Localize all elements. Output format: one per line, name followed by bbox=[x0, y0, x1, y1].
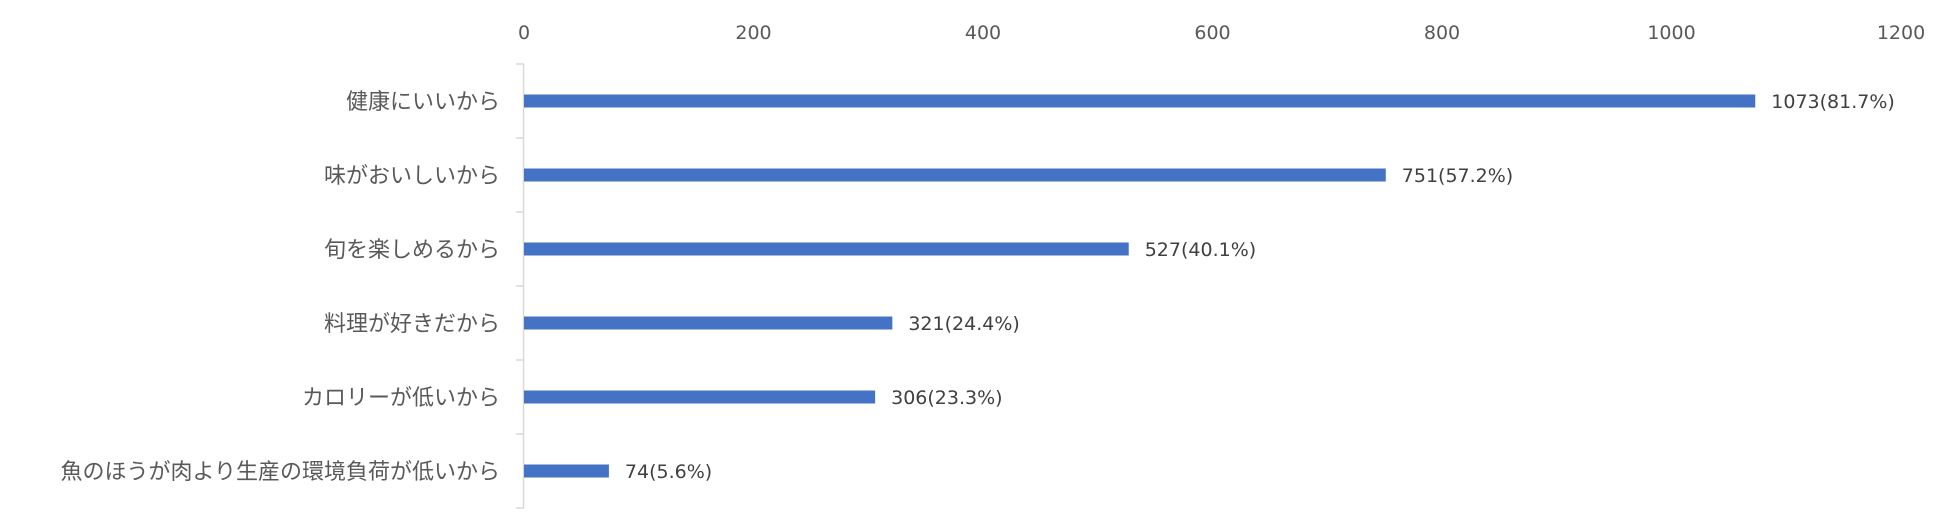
category-label: 健康にいいから bbox=[346, 90, 500, 115]
x-tick-label: 0 bbox=[518, 22, 530, 44]
category-label: 料理が好きだから bbox=[324, 312, 500, 337]
bar bbox=[524, 242, 1129, 256]
bar bbox=[524, 390, 876, 404]
x-tick-label: 1200 bbox=[1877, 22, 1925, 44]
data-label: 74(5.6%) bbox=[625, 461, 712, 483]
category-labels: 健康にいいから味がおいしいから旬を楽しめるから料理が好きだからカロリーが低いから… bbox=[60, 90, 500, 485]
bar bbox=[524, 168, 1386, 182]
data-label: 306(23.3%) bbox=[891, 387, 1002, 409]
x-tick-label: 200 bbox=[735, 22, 771, 44]
bars bbox=[524, 94, 1756, 478]
data-label: 1073(81.7%) bbox=[1771, 91, 1895, 113]
x-tick-label: 600 bbox=[1194, 22, 1230, 44]
y-axis-tick-marks bbox=[516, 63, 524, 509]
x-axis-ticks: 0 200 400 600 800 1000 1200 bbox=[518, 22, 1925, 44]
category-label: 旬を楽しめるから bbox=[324, 238, 500, 263]
category-label: カロリーが低いから bbox=[302, 386, 500, 411]
data-labels: 1073(81.7%) 751(57.2%) 527(40.1%) 321(24.4%… bbox=[625, 91, 1895, 483]
x-tick-label: 400 bbox=[965, 22, 1001, 44]
bar bbox=[524, 464, 609, 478]
x-tick-label: 800 bbox=[1424, 22, 1460, 44]
category-label: 味がおいしいから bbox=[324, 164, 500, 189]
category-label: 魚のほうが肉より生産の環境負荷が低いから bbox=[60, 460, 500, 485]
x-tick-label: 1000 bbox=[1647, 22, 1695, 44]
data-label: 527(40.1%) bbox=[1145, 239, 1256, 261]
data-label: 751(57.2%) bbox=[1402, 165, 1513, 187]
data-label: 321(24.4%) bbox=[908, 313, 1019, 335]
bar bbox=[524, 316, 893, 330]
bar bbox=[524, 94, 1756, 108]
